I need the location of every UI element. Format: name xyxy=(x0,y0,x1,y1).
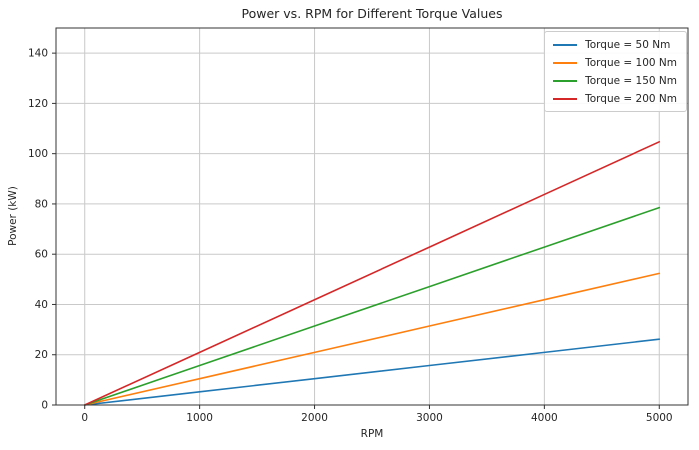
x-tick-label: 2000 xyxy=(301,412,328,424)
plot-border xyxy=(55,27,689,406)
legend-swatch-line xyxy=(553,79,578,82)
legend-swatch-line xyxy=(553,43,578,46)
legend-item: Torque = 150 Nm xyxy=(553,73,677,88)
series-line xyxy=(83,141,661,406)
legend-swatch-line xyxy=(553,97,578,100)
legend-label: Torque = 100 Nm xyxy=(585,56,677,69)
x-tick-label: 0 xyxy=(81,412,88,424)
chart-title: Power vs. RPM for Different Torque Value… xyxy=(241,6,503,21)
x-tick-label: 5000 xyxy=(646,412,673,424)
legend-label: Torque = 200 Nm xyxy=(585,92,677,105)
legend-item: Torque = 100 Nm xyxy=(553,55,677,70)
x-axis-label: RPM xyxy=(360,428,384,440)
y-tick-label: 120 xyxy=(28,98,48,110)
series-line xyxy=(83,206,661,406)
legend: Torque = 50 Nm Torque = 100 Nm Torque = 15… xyxy=(544,31,687,112)
y-tick-label: 20 xyxy=(35,349,48,361)
x-tick-label: 4000 xyxy=(531,412,558,424)
legend-label: Torque = 50 Nm xyxy=(585,38,671,51)
x-tick-label: 1000 xyxy=(186,412,213,424)
legend-item: Torque = 50 Nm xyxy=(553,37,677,52)
legend-label: Torque = 150 Nm xyxy=(585,74,677,87)
y-tick-label: 60 xyxy=(35,249,48,261)
y-tick-label: 100 xyxy=(28,148,48,160)
series-line xyxy=(83,338,661,406)
y-axis-label: Power (kW) xyxy=(7,186,19,246)
series-line xyxy=(83,272,661,406)
y-tick-label: 140 xyxy=(28,48,48,60)
y-tick-label: 40 xyxy=(35,299,48,311)
x-tick-label: 3000 xyxy=(416,412,443,424)
legend-item: Torque = 200 Nm xyxy=(553,91,677,106)
y-tick-label: 80 xyxy=(35,198,48,210)
legend-swatch-line xyxy=(553,61,578,64)
y-tick-label: 0 xyxy=(41,400,48,412)
